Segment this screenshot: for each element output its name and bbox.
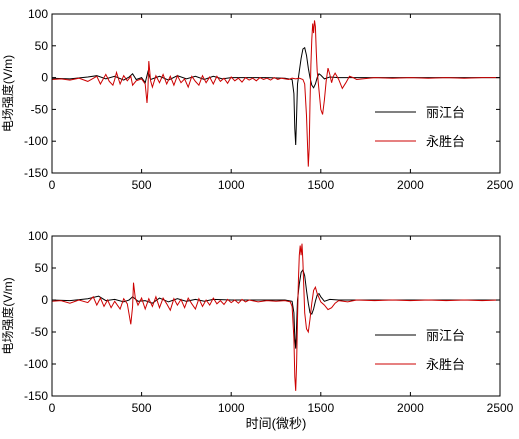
y-axis-label: 电场强度(V/m) xyxy=(0,277,15,354)
top-chart-panel: 0 500 1000 1500 2000 2500100500-50-100-150电场强… xyxy=(0,7,514,192)
plot-area-frame xyxy=(51,235,501,397)
y-tick-label: 50 xyxy=(35,261,49,275)
x-tick-label: 2000 xyxy=(397,401,424,415)
x-tick-label: 500 xyxy=(132,401,152,415)
y-tick-label: -150 xyxy=(24,389,48,403)
y-tick-label: -100 xyxy=(24,357,48,371)
x-tick-label: 1000 xyxy=(218,178,245,192)
y-tick-label: 50 xyxy=(35,39,49,53)
series-line-yongsheng xyxy=(52,20,500,167)
x-tick-label: 0 xyxy=(49,178,56,192)
x-tick-label: 500 xyxy=(132,178,152,192)
y-tick-label: 0 xyxy=(41,71,48,85)
x-tick-label: 2500 xyxy=(487,401,514,415)
y-tick-label: -150 xyxy=(24,166,48,180)
legend-label: 丽江台 xyxy=(426,328,465,343)
legend-label: 永胜台 xyxy=(426,357,465,372)
x-tick-label: 1500 xyxy=(307,401,334,415)
x-axis-label: 时间(微秒) xyxy=(246,416,307,431)
x-tick-label: 2000 xyxy=(397,178,424,192)
y-tick-label: 0 xyxy=(41,293,48,307)
x-tick-label: 2500 xyxy=(487,178,514,192)
legend-label: 永胜台 xyxy=(426,134,465,149)
x-tick-label: 0 xyxy=(49,401,56,415)
y-axis-label: 电场强度(V/m) xyxy=(0,55,15,132)
y-tick-label: 100 xyxy=(28,229,48,243)
bottom-chart-panel: 0 500 1000 1500 2000 2500100500-50-100-150电场强… xyxy=(0,229,514,431)
series-line-lijiang xyxy=(52,46,500,146)
y-tick-label: -50 xyxy=(31,102,49,116)
y-tick-label: 100 xyxy=(28,7,48,21)
x-tick-label: 1000 xyxy=(218,401,245,415)
series-line-yongsheng xyxy=(52,243,500,391)
legend-label: 丽江台 xyxy=(426,105,465,120)
y-tick-label: -50 xyxy=(31,325,49,339)
x-tick-label: 1500 xyxy=(307,178,334,192)
plot-area-frame xyxy=(51,13,501,174)
y-tick-label: -100 xyxy=(24,134,48,148)
